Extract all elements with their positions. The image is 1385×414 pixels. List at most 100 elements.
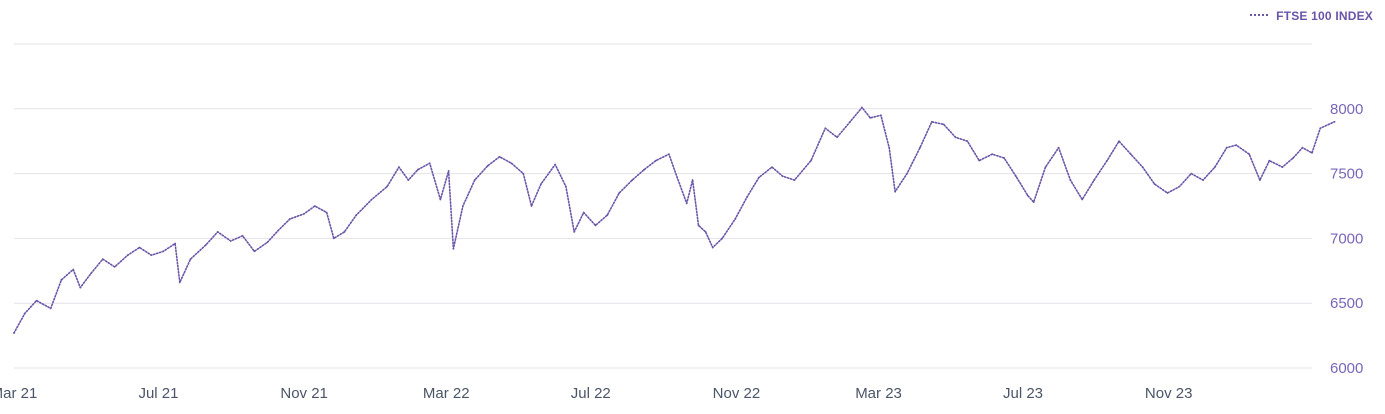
data-point xyxy=(1311,151,1313,154)
data-point xyxy=(1032,201,1035,204)
data-point xyxy=(174,242,176,245)
data-point xyxy=(1258,179,1261,181)
data-point xyxy=(461,205,464,207)
data-point xyxy=(510,162,513,165)
data-point xyxy=(954,136,957,139)
data-point xyxy=(1202,179,1204,181)
data-point xyxy=(1301,146,1304,149)
data-point xyxy=(530,205,533,207)
data-point xyxy=(1268,159,1271,162)
data-point xyxy=(564,185,567,188)
x-tick-label: Mar 22 xyxy=(423,385,470,402)
data-point xyxy=(554,163,557,166)
data-point xyxy=(1166,192,1169,194)
data-point xyxy=(1057,146,1060,149)
data-point xyxy=(289,218,291,220)
data-point xyxy=(1093,179,1095,181)
data-point xyxy=(486,164,489,167)
y-tick-label: 7000 xyxy=(1330,230,1363,247)
data-point xyxy=(90,272,92,275)
data-point xyxy=(452,247,455,250)
data-point xyxy=(631,179,634,181)
data-point xyxy=(397,166,400,169)
data-point xyxy=(1044,166,1047,169)
data-point xyxy=(35,299,38,302)
data-point xyxy=(594,224,597,227)
data-point xyxy=(654,159,657,162)
series-layer xyxy=(13,106,1336,334)
data-point xyxy=(894,190,897,193)
data-point xyxy=(676,176,679,179)
data-point xyxy=(126,254,129,257)
data-point xyxy=(204,243,207,246)
data-point xyxy=(691,179,694,181)
y-axis-ticks: 6000 6500 7000 7500 8000 xyxy=(1330,101,1363,377)
data-point xyxy=(303,212,306,215)
data-point xyxy=(1141,166,1144,169)
data-point xyxy=(966,140,969,143)
data-point xyxy=(522,172,525,175)
data-point xyxy=(332,237,335,240)
data-point xyxy=(253,250,256,253)
data-point xyxy=(781,175,784,178)
data-point xyxy=(618,192,621,194)
data-point xyxy=(407,179,410,181)
data-point xyxy=(72,268,75,271)
data-point xyxy=(1129,153,1132,156)
data-point xyxy=(771,166,773,169)
chart-legend: FTSE 100 INDEX xyxy=(1250,9,1373,23)
y-tick-label: 8000 xyxy=(1330,101,1363,118)
data-point xyxy=(60,278,63,281)
x-tick-label: Jul 23 xyxy=(1003,385,1043,402)
data-point xyxy=(138,246,141,249)
data-point xyxy=(758,176,760,179)
data-point xyxy=(266,241,269,244)
data-point xyxy=(1118,140,1120,143)
data-point xyxy=(49,307,52,310)
data-point xyxy=(325,211,328,214)
data-point xyxy=(343,231,346,233)
data-point xyxy=(1153,183,1156,185)
data-point xyxy=(178,281,181,284)
series-line xyxy=(13,106,1336,334)
y-tick-label: 7500 xyxy=(1330,166,1363,183)
x-tick-label: Nov 21 xyxy=(280,385,328,402)
data-point xyxy=(1248,153,1251,156)
data-point xyxy=(697,224,700,227)
data-point xyxy=(906,172,908,175)
data-point xyxy=(386,185,388,188)
data-point xyxy=(606,214,609,216)
data-point xyxy=(498,155,501,158)
data-point xyxy=(216,231,219,233)
data-point xyxy=(1190,172,1193,175)
data-point xyxy=(1333,120,1336,123)
data-point xyxy=(101,258,104,261)
data-point xyxy=(880,114,882,117)
data-point xyxy=(942,123,945,126)
legend-dotted-line-icon xyxy=(1250,14,1269,18)
data-point xyxy=(888,146,891,149)
data-point xyxy=(685,202,688,205)
data-point xyxy=(810,159,812,162)
data-point xyxy=(13,332,15,334)
data-point xyxy=(824,127,827,130)
data-point xyxy=(189,258,192,261)
data-point xyxy=(991,153,994,156)
data-point xyxy=(849,120,852,123)
data-point xyxy=(668,153,670,156)
data-point xyxy=(313,205,316,207)
data-point xyxy=(540,183,542,185)
data-point xyxy=(582,211,585,214)
data-point xyxy=(1235,144,1238,146)
data-point xyxy=(573,231,576,233)
data-point xyxy=(1225,146,1228,149)
data-point xyxy=(277,229,280,232)
x-axis-ticks: Mar 21 Jul 21 Nov 21 Mar 22 Jul 22 Nov 22 Mar … xyxy=(0,385,1192,402)
data-point xyxy=(439,198,442,201)
data-point xyxy=(1213,166,1216,169)
data-point xyxy=(162,250,165,253)
legend-series-label: FTSE 100 INDEX xyxy=(1276,9,1373,23)
data-point xyxy=(370,198,373,201)
data-point xyxy=(1281,166,1284,169)
x-tick-label: Jul 22 xyxy=(571,385,611,402)
